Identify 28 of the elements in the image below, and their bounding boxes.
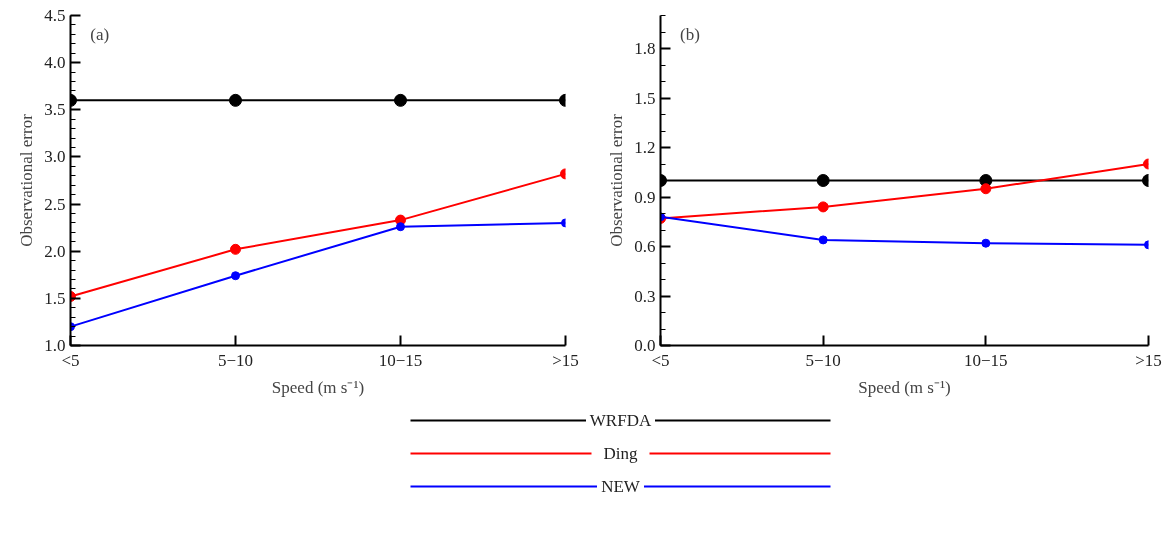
y-tick-label: 1.5 xyxy=(634,88,656,108)
x-tick-label: 10−15 xyxy=(378,350,423,370)
x-tick-label: >15 xyxy=(552,350,579,370)
annotation: (b) xyxy=(680,25,700,45)
x-tick-label: 5−10 xyxy=(805,350,841,370)
text: WRFDA xyxy=(589,411,652,430)
x-tick-label: 10−15 xyxy=(964,350,1008,370)
y-tick-label: 3.0 xyxy=(44,147,66,167)
x-tick-label: 5−10 xyxy=(217,350,254,370)
y-tick-label: 4.5 xyxy=(44,6,66,25)
x-axis-title: Speed (m s⁻¹) xyxy=(858,377,951,397)
y-tick-label: 0.9 xyxy=(634,187,656,207)
y-tick-label: 1.8 xyxy=(634,39,656,58)
y-tick-label: 4.0 xyxy=(44,53,66,73)
y-tick-label: 0.3 xyxy=(634,286,656,306)
text: NEW xyxy=(601,477,641,496)
y-axis-title: Observational error xyxy=(607,113,627,247)
y-tick-label: 1.2 xyxy=(634,138,656,157)
y-tick-label: 3.5 xyxy=(44,100,66,120)
y-tick-label: 2.5 xyxy=(44,194,66,214)
x-tick-label: >15 xyxy=(1135,350,1162,370)
y-tick-label: 1.5 xyxy=(44,288,66,308)
annotation: (a) xyxy=(90,25,110,45)
x-axis-title: Speed (m s⁻¹) xyxy=(271,377,365,397)
y-tick-label: 0.6 xyxy=(634,237,656,256)
y-tick-label: 2.0 xyxy=(44,241,66,261)
text: Ding xyxy=(603,444,638,463)
y-axis-title: Observational error xyxy=(17,113,37,247)
